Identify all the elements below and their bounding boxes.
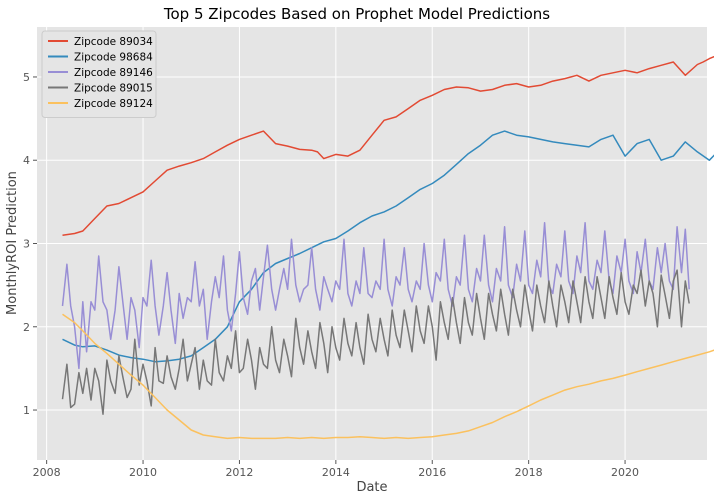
x-tick-label: 2012 — [225, 466, 253, 479]
x-tick-label: 2010 — [129, 466, 157, 479]
legend-label-1: Zipcode 98684 — [74, 52, 153, 64]
x-tick-label: 2018 — [515, 466, 543, 479]
x-tick-label: 2008 — [33, 466, 61, 479]
x-tick-label: 2014 — [322, 466, 350, 479]
chart-title: Top 5 Zipcodes Based on Prophet Model Pr… — [163, 5, 550, 23]
x-tick-label: 2020 — [611, 466, 639, 479]
y-tick-label: 2 — [23, 321, 30, 334]
y-tick-label: 1 — [23, 404, 30, 417]
x-axis-label: Date — [356, 480, 387, 495]
legend-label-4: Zipcode 89124 — [74, 98, 153, 110]
y-tick-label: 4 — [23, 154, 30, 167]
legend-label-2: Zipcode 89146 — [74, 67, 153, 79]
x-tick-label: 2016 — [418, 466, 446, 479]
y-tick-label: 3 — [23, 238, 30, 251]
legend-label-0: Zipcode 89034 — [74, 36, 153, 48]
y-axis-label: MonthlyROI Prediction — [5, 171, 20, 315]
legend: Zipcode 89034 Zipcode 98684 Zipcode 89146 Z… — [42, 31, 156, 118]
legend-label-3: Zipcode 89015 — [74, 83, 153, 95]
y-tick-label: 5 — [23, 71, 30, 84]
